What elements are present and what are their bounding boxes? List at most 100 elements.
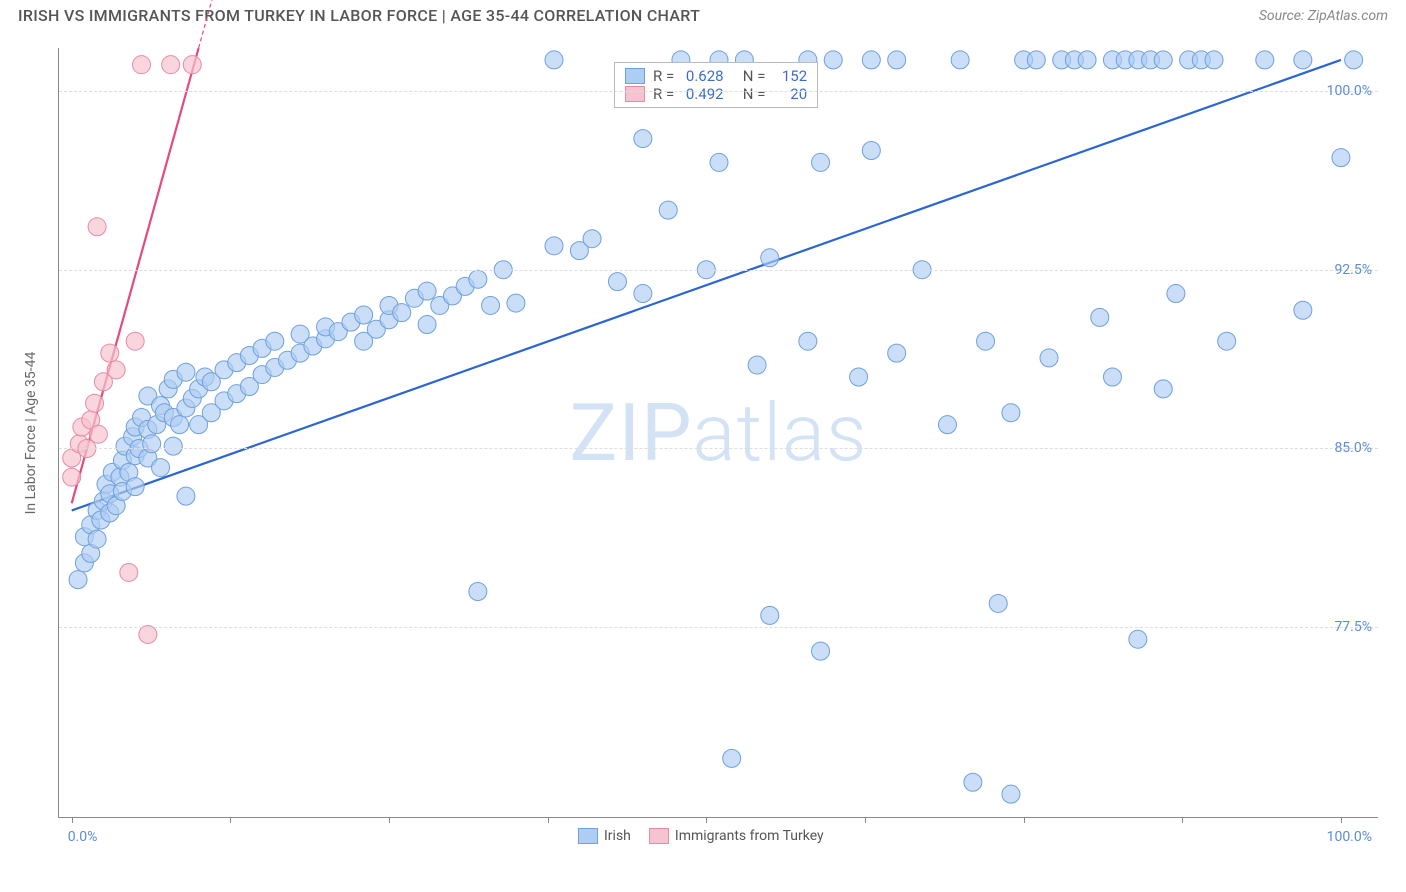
legend-swatch xyxy=(625,86,645,102)
point-irish xyxy=(1294,51,1312,69)
point-irish xyxy=(164,437,182,455)
point-irish xyxy=(1040,349,1058,367)
point-irish xyxy=(761,606,779,624)
x-axis-max-label: 100.0% xyxy=(1327,829,1372,845)
point-irish xyxy=(862,142,880,160)
point-irish xyxy=(799,332,817,350)
point-irish xyxy=(1154,51,1172,69)
point-irish xyxy=(938,416,956,434)
legend-swatch xyxy=(578,828,598,844)
x-tick xyxy=(865,817,866,823)
point-irish xyxy=(143,435,161,453)
point-irish xyxy=(469,583,487,601)
point-irish xyxy=(812,642,830,660)
point-turkey xyxy=(133,56,151,74)
point-irish xyxy=(608,273,626,291)
legend-item-turkey: Immigrants from Turkey xyxy=(649,828,824,844)
point-irish xyxy=(583,230,601,248)
x-tick xyxy=(1024,817,1025,823)
point-irish xyxy=(989,594,1007,612)
series-legend: IrishImmigrants from Turkey xyxy=(578,828,824,844)
source-credit: Source: ZipAtlas.com xyxy=(1259,8,1388,24)
point-irish xyxy=(482,296,500,314)
point-irish xyxy=(1294,301,1312,319)
point-turkey xyxy=(89,425,107,443)
point-irish xyxy=(1345,51,1363,69)
point-irish xyxy=(88,530,106,548)
x-tick xyxy=(72,817,73,823)
point-irish xyxy=(507,294,525,312)
data-layer xyxy=(59,48,1378,817)
point-irish xyxy=(177,363,195,381)
point-irish xyxy=(545,51,563,69)
point-irish xyxy=(659,201,677,219)
x-tick xyxy=(389,817,390,823)
point-irish xyxy=(1027,51,1045,69)
point-irish xyxy=(634,285,652,303)
point-irish xyxy=(723,749,741,767)
point-irish xyxy=(1002,785,1020,803)
correlation-row-turkey: R = 0.492 N = 20 xyxy=(625,85,807,103)
point-turkey xyxy=(86,394,104,412)
point-irish xyxy=(1103,368,1121,386)
point-turkey xyxy=(101,344,119,362)
chart-container: In Labor Force | Age 35-44 ZIPatlas R = … xyxy=(14,48,1392,858)
point-irish xyxy=(1256,51,1274,69)
y-axis-title: In Labor Force | Age 35-44 xyxy=(23,351,39,514)
gridline xyxy=(59,91,1378,92)
trend-line-irish xyxy=(72,60,1341,511)
point-turkey xyxy=(162,56,180,74)
correlation-legend: R = 0.628 N = 152R = 0.492 N = 20 xyxy=(614,62,818,108)
point-irish xyxy=(977,332,995,350)
x-axis-min-label: 0.0% xyxy=(68,829,98,845)
correlation-row-irish: R = 0.628 N = 152 xyxy=(625,67,807,85)
point-irish xyxy=(1002,404,1020,422)
point-turkey xyxy=(107,361,125,379)
point-irish xyxy=(152,459,170,477)
point-irish xyxy=(812,153,830,171)
point-irish xyxy=(545,237,563,255)
point-irish xyxy=(1205,51,1223,69)
point-irish xyxy=(177,487,195,505)
point-irish xyxy=(1218,332,1236,350)
point-irish xyxy=(355,306,373,324)
point-irish xyxy=(850,368,868,386)
y-tick-label: 100.0% xyxy=(1327,83,1372,99)
point-irish xyxy=(418,282,436,300)
point-irish xyxy=(748,356,766,374)
point-irish xyxy=(126,478,144,496)
point-irish xyxy=(964,773,982,791)
gridline xyxy=(59,270,1378,271)
point-irish xyxy=(1078,51,1096,69)
point-irish xyxy=(888,51,906,69)
point-irish xyxy=(69,571,87,589)
legend-swatch xyxy=(649,828,669,844)
y-tick-label: 85.0% xyxy=(1334,440,1372,456)
point-irish xyxy=(266,332,284,350)
point-irish xyxy=(761,249,779,267)
point-irish xyxy=(1154,380,1172,398)
point-turkey xyxy=(126,332,144,350)
point-irish xyxy=(1332,149,1350,167)
point-irish xyxy=(824,51,842,69)
point-turkey xyxy=(183,56,201,74)
point-irish xyxy=(469,270,487,288)
y-tick-label: 92.5% xyxy=(1334,262,1372,278)
point-turkey xyxy=(120,563,138,581)
x-tick xyxy=(230,817,231,823)
point-irish xyxy=(634,130,652,148)
point-irish xyxy=(951,51,969,69)
point-irish xyxy=(1167,285,1185,303)
point-irish xyxy=(1091,308,1109,326)
y-tick-label: 77.5% xyxy=(1334,619,1372,635)
point-irish xyxy=(393,304,411,322)
chart-title: IRISH VS IMMIGRANTS FROM TURKEY IN LABOR… xyxy=(18,6,700,25)
x-tick xyxy=(1341,817,1342,823)
point-irish xyxy=(888,344,906,362)
legend-swatch xyxy=(625,68,645,84)
plot-area: In Labor Force | Age 35-44 ZIPatlas R = … xyxy=(58,48,1378,818)
gridline xyxy=(59,627,1378,628)
point-irish xyxy=(418,316,436,334)
point-turkey xyxy=(88,218,106,236)
point-irish xyxy=(710,153,728,171)
